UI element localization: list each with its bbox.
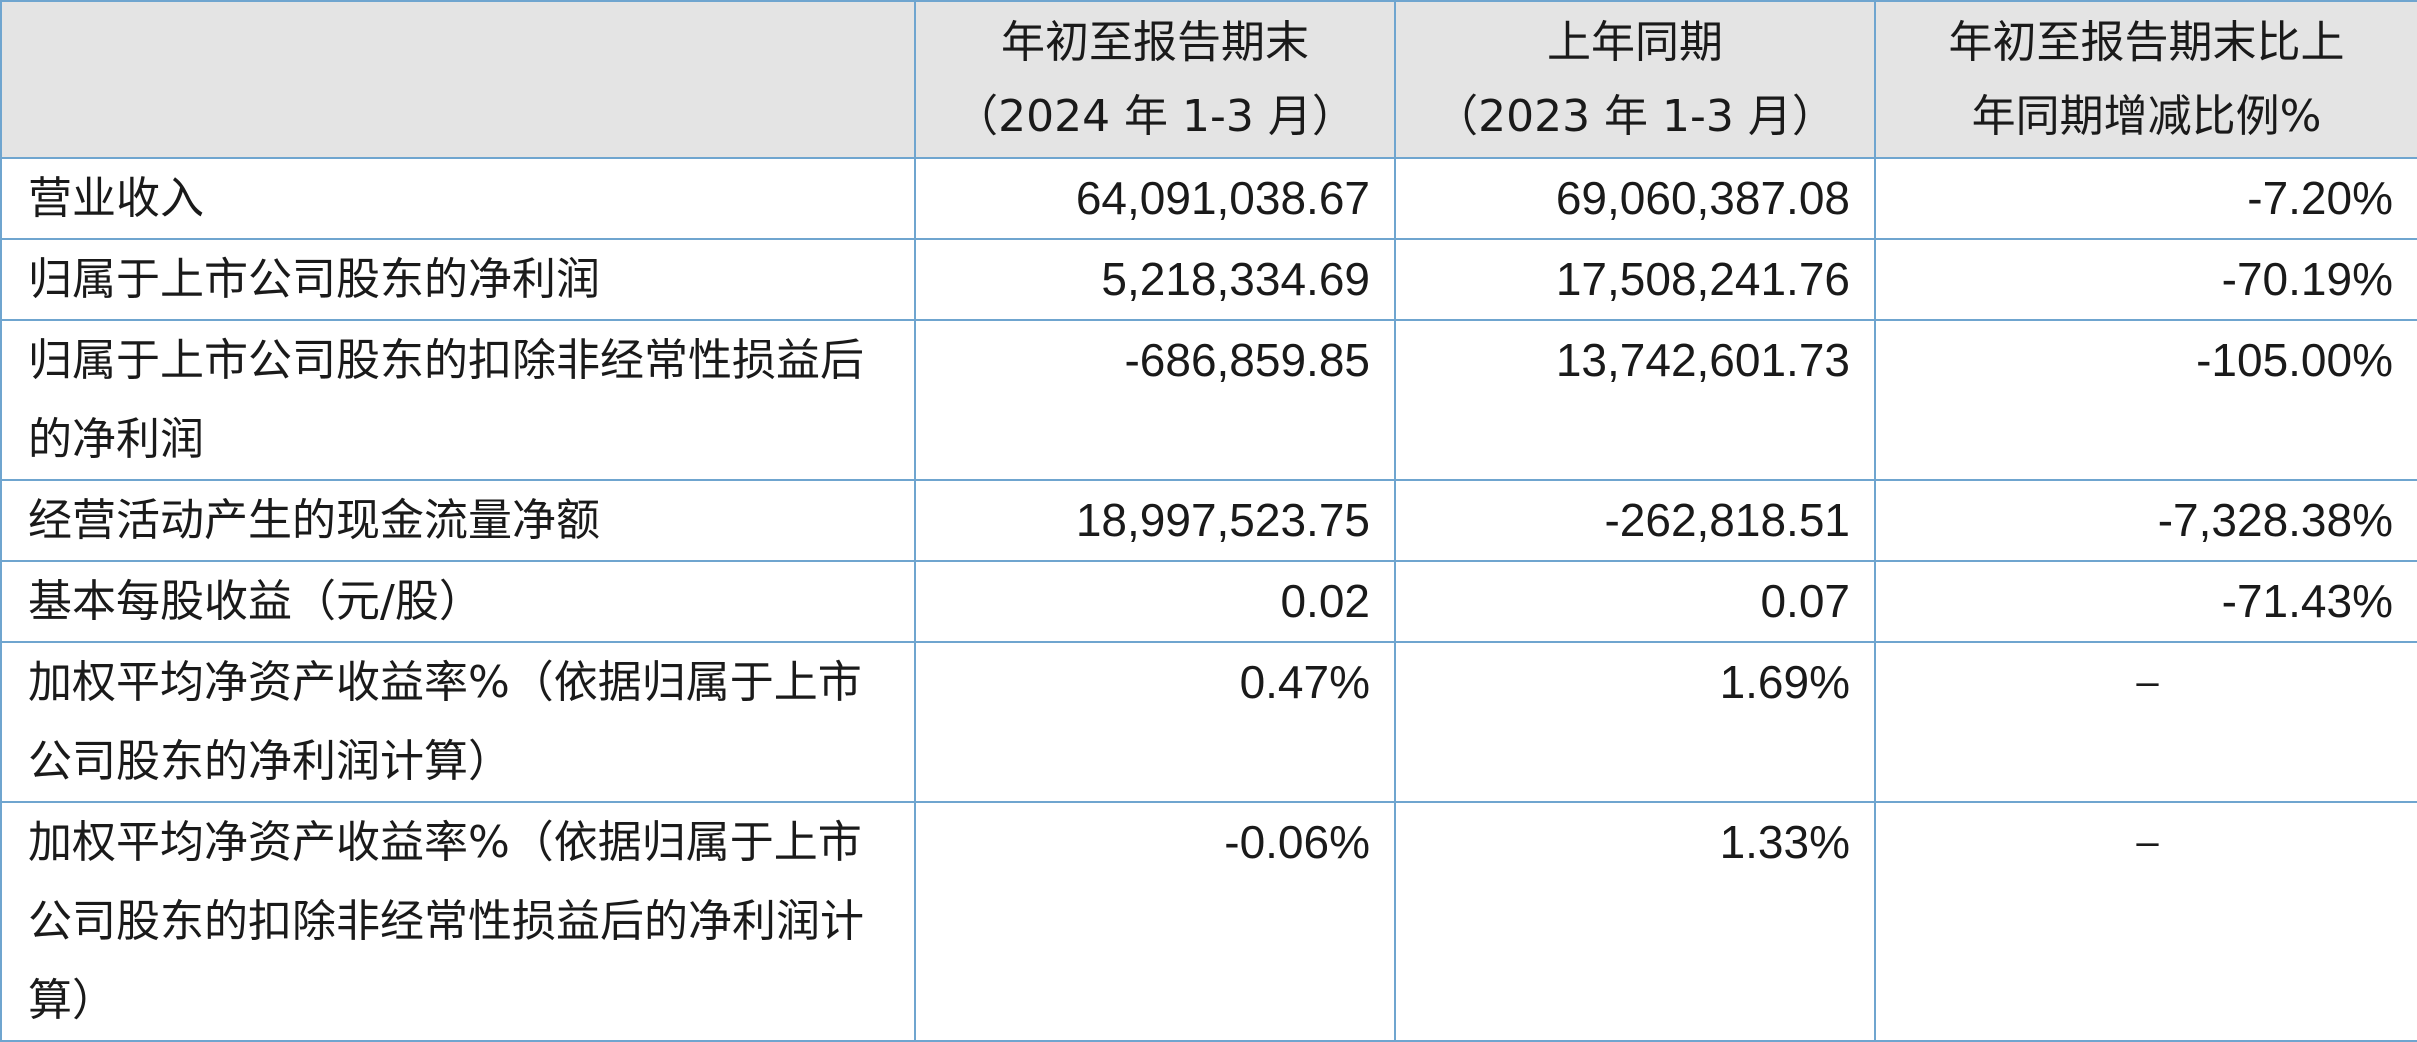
change-ratio-value: – [1874, 801, 2417, 1042]
prior-period-value: -262,818.51 [1394, 479, 1876, 562]
table-row: 归属于上市公司股东的扣除非经常性损益后的净利润 -686,859.85 13,7… [0, 319, 2417, 481]
prior-period-value: 1.33% [1394, 801, 1876, 1042]
change-ratio-value: -7.20% [1874, 157, 2417, 240]
header-change-ratio-line2: 年同期增减比例% [1971, 90, 2322, 142]
header-change-ratio-line1: 年初至报告期末比上 [1948, 16, 2345, 68]
change-ratio-value: -70.19% [1874, 238, 2417, 321]
row-label: 加权平均净资产收益率%（依据归属于上市公司股东的净利润计算） [0, 641, 916, 803]
table-row: 加权平均净资产收益率%（依据归属于上市公司股东的净利润计算） 0.47% 1.6… [0, 641, 2417, 803]
prior-period-value: 0.07 [1394, 560, 1876, 643]
header-current-period: 年初至报告期末 （2024 年 1-3 月） [914, 0, 1396, 159]
table-row: 加权平均净资产收益率%（依据归属于上市公司股东的扣除非经常性损益后的净利润计算）… [0, 801, 2417, 1042]
row-label: 基本每股收益（元/股） [0, 560, 916, 643]
current-period-value: 64,091,038.67 [914, 157, 1396, 240]
prior-period-value: 13,742,601.73 [1394, 319, 1876, 481]
current-period-value: 5,218,334.69 [914, 238, 1396, 321]
table-row: 营业收入 64,091,038.67 69,060,387.08 -7.20% [0, 157, 2417, 240]
header-current-period-line1: 年初至报告期末 [1001, 16, 1309, 68]
change-ratio-value: -105.00% [1874, 319, 2417, 481]
header-prior-period: 上年同期 （2023 年 1-3 月） [1394, 0, 1876, 159]
prior-period-value: 69,060,387.08 [1394, 157, 1876, 240]
table-row: 归属于上市公司股东的净利润 5,218,334.69 17,508,241.76… [0, 238, 2417, 321]
header-change-ratio: 年初至报告期末比上 年同期增减比例% [1874, 0, 2417, 159]
current-period-value: 0.02 [914, 560, 1396, 643]
header-prior-period-line1: 上年同期 [1547, 16, 1723, 68]
current-period-value: 18,997,523.75 [914, 479, 1396, 562]
row-label: 营业收入 [0, 157, 916, 240]
change-ratio-value: – [1874, 641, 2417, 803]
current-period-value: -686,859.85 [914, 319, 1396, 481]
row-label: 加权平均净资产收益率%（依据归属于上市公司股东的扣除非经常性损益后的净利润计算） [0, 801, 916, 1042]
current-period-value: -0.06% [914, 801, 1396, 1042]
row-label: 经营活动产生的现金流量净额 [0, 479, 916, 562]
prior-period-value: 1.69% [1394, 641, 1876, 803]
table-row: 经营活动产生的现金流量净额 18,997,523.75 -262,818.51 … [0, 479, 2417, 562]
row-label: 归属于上市公司股东的扣除非经常性损益后的净利润 [0, 319, 916, 481]
header-prior-period-line2: （2023 年 1-3 月） [1434, 90, 1836, 142]
current-period-value: 0.47% [914, 641, 1396, 803]
header-current-period-line2: （2024 年 1-3 月） [954, 90, 1356, 142]
change-ratio-value: -71.43% [1874, 560, 2417, 643]
table-row: 基本每股收益（元/股） 0.02 0.07 -71.43% [0, 560, 2417, 643]
prior-period-value: 17,508,241.76 [1394, 238, 1876, 321]
change-ratio-value: -7,328.38% [1874, 479, 2417, 562]
header-blank-cell [0, 0, 916, 159]
table-header-row: 年初至报告期末 （2024 年 1-3 月） 上年同期 （2023 年 1-3 … [0, 0, 2417, 159]
row-label: 归属于上市公司股东的净利润 [0, 238, 916, 321]
